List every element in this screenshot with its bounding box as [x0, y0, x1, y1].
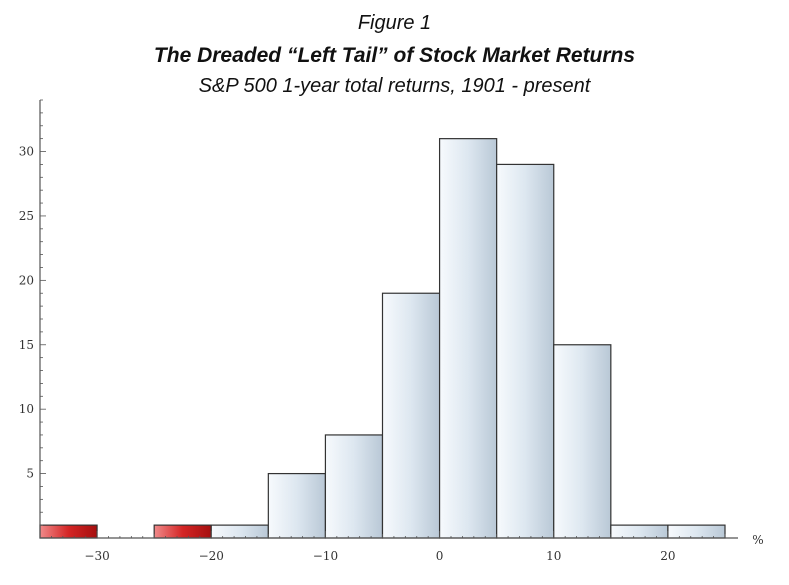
chart-subtitle: S&P 500 1-year total returns, 1901 - pre… [198, 75, 591, 97]
axes-layer: −30 −20 −10 0 10 20% 5 10 15 20 25 30 [19, 99, 764, 563]
chart-title: The Dreaded “Left Tail” of Stock Market … [153, 44, 636, 67]
y-tick-label: 20 [19, 273, 34, 287]
x-tick-label: −30 [84, 549, 109, 563]
bar-highlight-1 [153, 524, 212, 539]
x-axis-label: % [752, 533, 763, 547]
figure-label: Figure 1 [357, 12, 432, 34]
y-tick-label: 5 [26, 467, 34, 481]
bar-3 [267, 472, 327, 539]
x-tick-label: 20 [660, 549, 675, 563]
bar-9 [610, 524, 669, 539]
bar-4 [324, 434, 384, 539]
bars-layer [39, 138, 726, 539]
x-tick-label: 0 [436, 549, 444, 563]
y-tick-label: 25 [19, 209, 34, 223]
x-tick-label: −20 [199, 549, 224, 563]
bar-highlight-0 [39, 524, 98, 539]
x-tick-label: 10 [546, 549, 561, 563]
x-tick-label: −10 [313, 549, 338, 563]
y-tick-label: 15 [19, 338, 34, 352]
bar-10 [667, 524, 726, 539]
bar-6 [438, 138, 498, 539]
bar-2 [210, 524, 269, 539]
bar-7 [496, 163, 555, 539]
y-tick-label: 30 [19, 145, 34, 159]
bar-8 [553, 344, 612, 539]
bar-5 [381, 292, 441, 539]
y-tick-label: 10 [19, 402, 34, 416]
